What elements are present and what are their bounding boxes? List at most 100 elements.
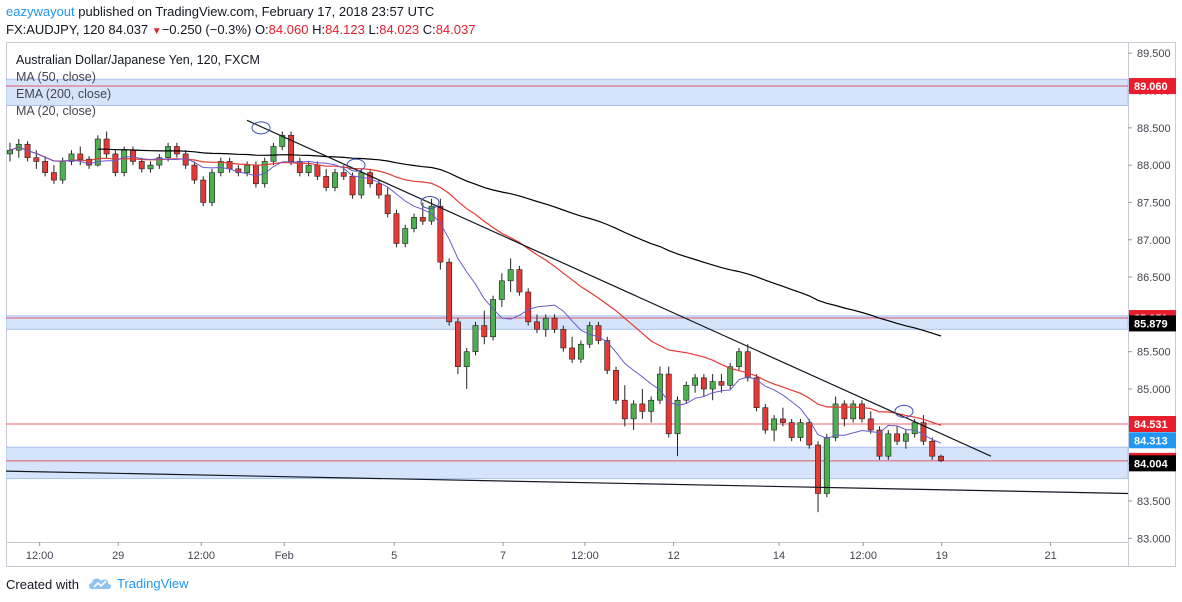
candle (42, 156, 49, 177)
candle-body (209, 172, 215, 203)
legend-ema200[interactable]: EMA (200, close) (16, 87, 112, 101)
candle (894, 426, 901, 445)
candle-body (815, 444, 821, 494)
candle (604, 336, 611, 375)
candle (7, 142, 13, 162)
candle-body (446, 261, 453, 323)
candle (288, 131, 294, 166)
candle (630, 400, 637, 431)
candle-body (7, 149, 13, 155)
candle (411, 213, 417, 233)
published-text: published on TradingView.com, February 1… (74, 4, 435, 19)
candle (674, 396, 681, 457)
candle-body (938, 455, 944, 461)
candle (744, 344, 751, 382)
tradingview-link[interactable]: TradingView (88, 575, 189, 591)
candle-body (498, 280, 505, 300)
candle (736, 347, 742, 371)
touch-point-marker (420, 195, 440, 209)
price-tick-label: 89.500 (1137, 48, 1171, 60)
candle-body (648, 399, 655, 412)
touch-point-marker (346, 158, 366, 172)
candle (823, 433, 830, 498)
candle-body (261, 161, 268, 185)
candle (613, 366, 619, 404)
price-badge: 84.531 (1129, 416, 1176, 433)
chart-border (6, 42, 1176, 567)
candle-body (165, 146, 172, 158)
candle-body (753, 377, 760, 408)
candle-body (639, 403, 646, 412)
candle (472, 321, 479, 356)
candle-body (200, 179, 207, 203)
candle (191, 161, 198, 184)
high-value: 84.123 (325, 22, 365, 37)
time-tick-label: Feb (275, 550, 294, 562)
candle-body (103, 138, 110, 155)
support-trend-line (6, 470, 1129, 495)
candle-body (463, 351, 470, 367)
candle-body (323, 176, 330, 188)
legend-ma50[interactable]: MA (50, close) (16, 70, 96, 84)
candle (173, 142, 180, 158)
candle (323, 168, 330, 192)
candle-body (472, 325, 479, 353)
candle-body (709, 381, 716, 390)
close-value: 84.037 (435, 22, 476, 37)
price-tick-label: 88.500 (1137, 123, 1171, 135)
candle-body (665, 373, 672, 435)
candle (621, 385, 628, 427)
footer: Created with TradingView (0, 567, 1182, 602)
candle (279, 131, 286, 151)
candle-body (929, 440, 936, 457)
price-badge: 89.060 (1129, 78, 1176, 95)
candle-body (50, 172, 57, 181)
candle-body (551, 317, 558, 330)
price-change: −0.250 (−0.3%) (161, 22, 252, 37)
candle (569, 336, 576, 363)
candle (270, 142, 277, 166)
candle (103, 131, 110, 158)
author-link[interactable]: eazywayout (6, 4, 75, 19)
candle (165, 142, 172, 162)
candle-body (314, 164, 321, 177)
candle (77, 146, 84, 166)
time-tick-label: 7 (500, 550, 506, 562)
candle (138, 157, 145, 173)
candle (867, 411, 874, 434)
price-badge-label: 84.004 (1134, 458, 1169, 470)
candle (577, 340, 584, 363)
candle (121, 146, 128, 177)
candle (551, 314, 558, 334)
chart-area[interactable]: 89.50089.00088.50088.00087.50087.00086.5… (6, 42, 1176, 567)
open-value: 84.060 (268, 22, 309, 37)
price-tick-label: 88.000 (1137, 160, 1171, 172)
candle (709, 374, 716, 401)
candle-body (560, 329, 567, 349)
candle-body (788, 422, 795, 438)
down-arrow-icon: ▼ (151, 26, 162, 37)
price-badge: 84.313 (1129, 432, 1176, 449)
price-tick-label: 85.500 (1137, 347, 1171, 359)
candle-body (147, 164, 154, 170)
candle (806, 418, 813, 449)
price-badge-bg (1129, 315, 1176, 332)
legend-ma20[interactable]: MA (20, close) (16, 104, 96, 118)
price-chart[interactable]: 89.50089.00088.50088.00087.50087.00086.5… (6, 42, 1176, 567)
candle (850, 400, 857, 423)
candle-body (911, 422, 918, 435)
price-badge-label: 85.879 (1134, 318, 1168, 330)
candle (130, 146, 136, 166)
candle (692, 374, 699, 393)
price-badge-bg (1129, 78, 1176, 95)
candle-body (771, 418, 778, 431)
candle (296, 157, 303, 177)
support-resistance-zone (6, 78, 1129, 106)
candle-body (841, 403, 848, 420)
cloud-logo-icon (89, 578, 111, 589)
candle-body (657, 373, 663, 401)
low-value: 84.023 (379, 22, 420, 37)
candle-body (823, 437, 830, 494)
candle-body (604, 340, 611, 371)
candle-body (375, 183, 382, 196)
